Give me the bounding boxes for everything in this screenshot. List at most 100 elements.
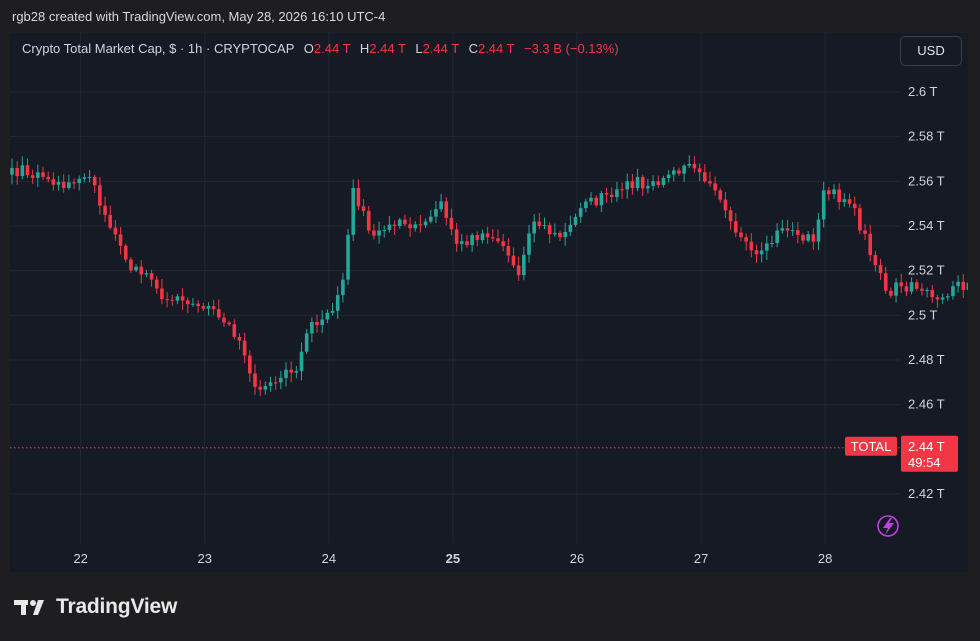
chart-panel[interactable]: 2.6 T 2.58 T 2.56 T 2.54 T 2.52 T 2.5 T 2.48 T… <box>10 33 968 572</box>
candle-down <box>889 290 893 296</box>
candle-down <box>41 172 45 177</box>
candle-up <box>459 241 464 244</box>
candle-up <box>909 282 914 292</box>
candle-up <box>299 351 304 372</box>
y-tick-label: 2.56 T <box>908 173 945 188</box>
candle-down <box>160 288 164 300</box>
candle-down <box>873 255 878 266</box>
candle-up <box>87 176 92 178</box>
y-tick-label: 2.42 T <box>908 486 945 501</box>
y-tick-label: 2.58 T <box>908 129 945 144</box>
candle-up <box>945 296 950 298</box>
candle-up <box>206 306 211 309</box>
x-tick-label: 22 <box>73 551 87 566</box>
candle-down <box>702 172 707 182</box>
candle-down <box>501 241 505 247</box>
low-label: L <box>415 41 423 56</box>
candle-up <box>646 185 650 189</box>
candle-up <box>77 178 82 183</box>
candle-down <box>656 181 661 185</box>
candle-down <box>72 182 76 184</box>
x-tick-label: 24 <box>322 551 336 566</box>
tradingview-logo[interactable]: TradingView <box>14 595 177 619</box>
candle-up <box>191 303 195 305</box>
candle-up <box>661 177 666 185</box>
candle-up <box>304 333 309 352</box>
candle-up <box>651 181 655 186</box>
x-tick-label: 27 <box>694 551 708 566</box>
candle-down <box>754 250 759 255</box>
candle-up <box>56 181 61 185</box>
candle-up <box>144 273 149 275</box>
candle-up <box>940 297 945 300</box>
candle-down <box>491 237 495 239</box>
candle-up <box>134 266 138 271</box>
candle-down <box>361 206 366 211</box>
candle-up <box>175 296 180 301</box>
candle-down <box>51 179 56 185</box>
candle-down <box>594 197 599 206</box>
candle-up <box>325 312 330 320</box>
candle-down <box>697 168 702 173</box>
candle-up <box>894 282 898 296</box>
candle-down <box>356 188 361 207</box>
candle-down <box>154 279 159 289</box>
candle-down <box>537 221 542 227</box>
candle-up <box>36 172 40 178</box>
symbol-tag-label: TOTAL <box>851 439 892 454</box>
lightning-icon[interactable] <box>877 515 899 537</box>
candlestick-chart[interactable]: 2.6 T 2.58 T 2.56 T 2.54 T 2.52 T 2.5 T 2.48 T… <box>10 33 968 572</box>
candle-down <box>366 210 371 231</box>
candle-up <box>279 377 283 383</box>
candle-down <box>796 230 800 235</box>
candle-down <box>708 181 712 184</box>
tradingview-logo-icon <box>14 600 44 615</box>
symbol-title: Crypto Total Market Cap, $ · 1h · CRYPTO… <box>22 41 295 56</box>
axis-labels: 2.6 T 2.58 T 2.56 T 2.54 T 2.52 T 2.5 T 2.48 T… <box>73 84 958 566</box>
candle-up <box>382 229 387 231</box>
candle-down <box>935 297 940 300</box>
change-value: −3.3 B (−0.13%) <box>523 41 619 56</box>
candle-up <box>770 242 774 244</box>
candle-down <box>744 237 748 242</box>
candle-down <box>392 224 397 226</box>
candle-up <box>397 219 402 226</box>
candle-up <box>842 199 847 203</box>
candle-up <box>470 235 474 246</box>
candle-up <box>573 216 578 225</box>
candle-down <box>30 175 35 178</box>
candle-down <box>485 233 490 238</box>
candle-down <box>883 273 888 291</box>
candle-up <box>775 230 779 243</box>
candle-up <box>10 167 14 175</box>
candle-down <box>899 282 904 287</box>
brand-name: TradingView <box>56 595 178 618</box>
candle-up <box>341 279 345 296</box>
candle-down <box>227 322 231 325</box>
candle-down <box>547 224 552 235</box>
candle-down <box>118 234 123 246</box>
candle-down <box>904 286 909 292</box>
candle-down <box>108 214 113 228</box>
candle-up <box>635 176 640 189</box>
candle-up <box>434 209 438 217</box>
open-value: 2.44 T <box>313 41 351 56</box>
candle-up <box>335 295 340 311</box>
candle-down <box>914 282 919 289</box>
candle-up <box>951 286 955 297</box>
grid-lines <box>10 33 900 543</box>
candle-down <box>620 189 624 191</box>
candle-up <box>553 232 557 235</box>
candle-down <box>408 224 412 229</box>
price-tag: 2.44 T49:54 <box>901 435 958 472</box>
candle-up <box>925 290 929 292</box>
y-tick-label: 2.46 T <box>908 397 945 412</box>
symbol-tag: TOTAL <box>845 436 897 456</box>
candle-up <box>522 254 526 276</box>
candle-down <box>196 303 200 307</box>
candle-up <box>413 224 418 229</box>
high-value: 2.44 T <box>369 41 406 56</box>
currency-button[interactable]: USD <box>900 36 962 66</box>
candle-down <box>930 290 935 298</box>
lightning-icon-bolt <box>883 518 894 535</box>
